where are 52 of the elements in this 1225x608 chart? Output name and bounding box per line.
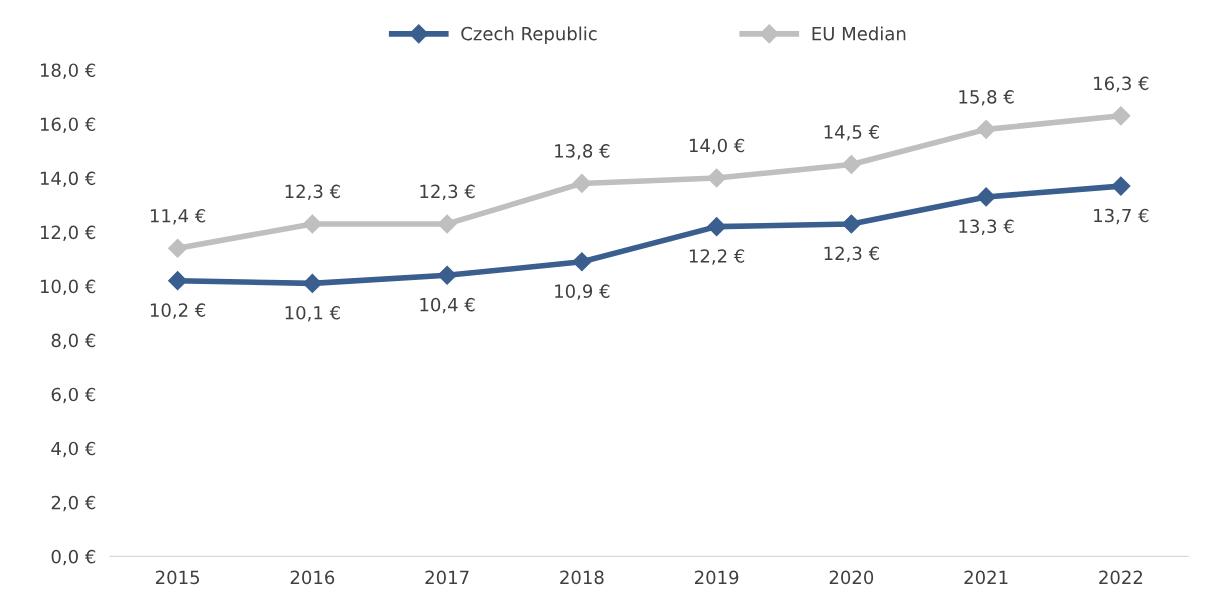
point (168, 271, 188, 291)
x-tick-label: 2015 (155, 570, 200, 585)
point (437, 265, 457, 285)
y-tick-label: 18,0 € (40, 63, 96, 79)
y-tick-label: 0,0 € (51, 549, 96, 566)
data-label: 10,4 € (420, 297, 475, 314)
y-tick-label: 14,0 € (40, 171, 96, 187)
data-label: 14,5 € (824, 125, 879, 141)
data-label: 13,8 € (555, 144, 610, 160)
data-label: 13,3 € (959, 219, 1014, 235)
data-label: 16,3 € (1094, 76, 1149, 92)
point (302, 273, 322, 293)
x-tick-label: 2020 (829, 570, 874, 585)
x-tick-label: 2021 (964, 570, 1008, 585)
point (572, 173, 592, 193)
y-tick-label: 4,0 € (51, 441, 96, 458)
data-label: 10,2 € (150, 303, 206, 319)
point (976, 119, 996, 139)
data-label: 12,3 € (285, 184, 340, 201)
legend-label: Czech Republic (461, 26, 597, 44)
point (437, 214, 457, 234)
data-label: 13,7 € (1094, 208, 1149, 225)
x-tick-label: 2016 (290, 570, 335, 585)
y-tick-label: 12,0 € (40, 225, 96, 242)
y-tick-label: 2,0 € (51, 495, 96, 512)
data-label: 10,9 € (555, 284, 610, 300)
point (841, 154, 861, 175)
point (1111, 106, 1131, 126)
point (841, 214, 861, 234)
data-label: 10,1 € (285, 305, 340, 322)
point (707, 217, 727, 237)
x-tick-label: 2017 (425, 570, 469, 585)
point (168, 238, 188, 258)
data-label: 12,2 € (689, 249, 745, 265)
legend-label: EU Median (812, 26, 906, 41)
data-label: 11,4 € (150, 208, 206, 225)
y-tick-label: 6,0 € (51, 387, 96, 404)
y-tick-label: 10,0 € (40, 279, 96, 296)
point (302, 214, 322, 234)
data-label: 15,8 € (959, 89, 1014, 106)
point (707, 168, 727, 188)
x-tick-label: 2022 (1099, 570, 1143, 585)
x-tick-label: 2019 (694, 570, 739, 585)
data-label: 12,3 € (420, 184, 475, 201)
y-tick-label: 8,0 € (51, 333, 96, 350)
y-tick-label: 16,0 € (40, 117, 96, 133)
point (976, 187, 996, 207)
data-label: 14,0 € (689, 138, 745, 155)
x-tick-label: 2018 (560, 570, 604, 585)
data-label: 12,3 € (824, 246, 879, 262)
point (572, 252, 592, 272)
point (1111, 176, 1131, 196)
